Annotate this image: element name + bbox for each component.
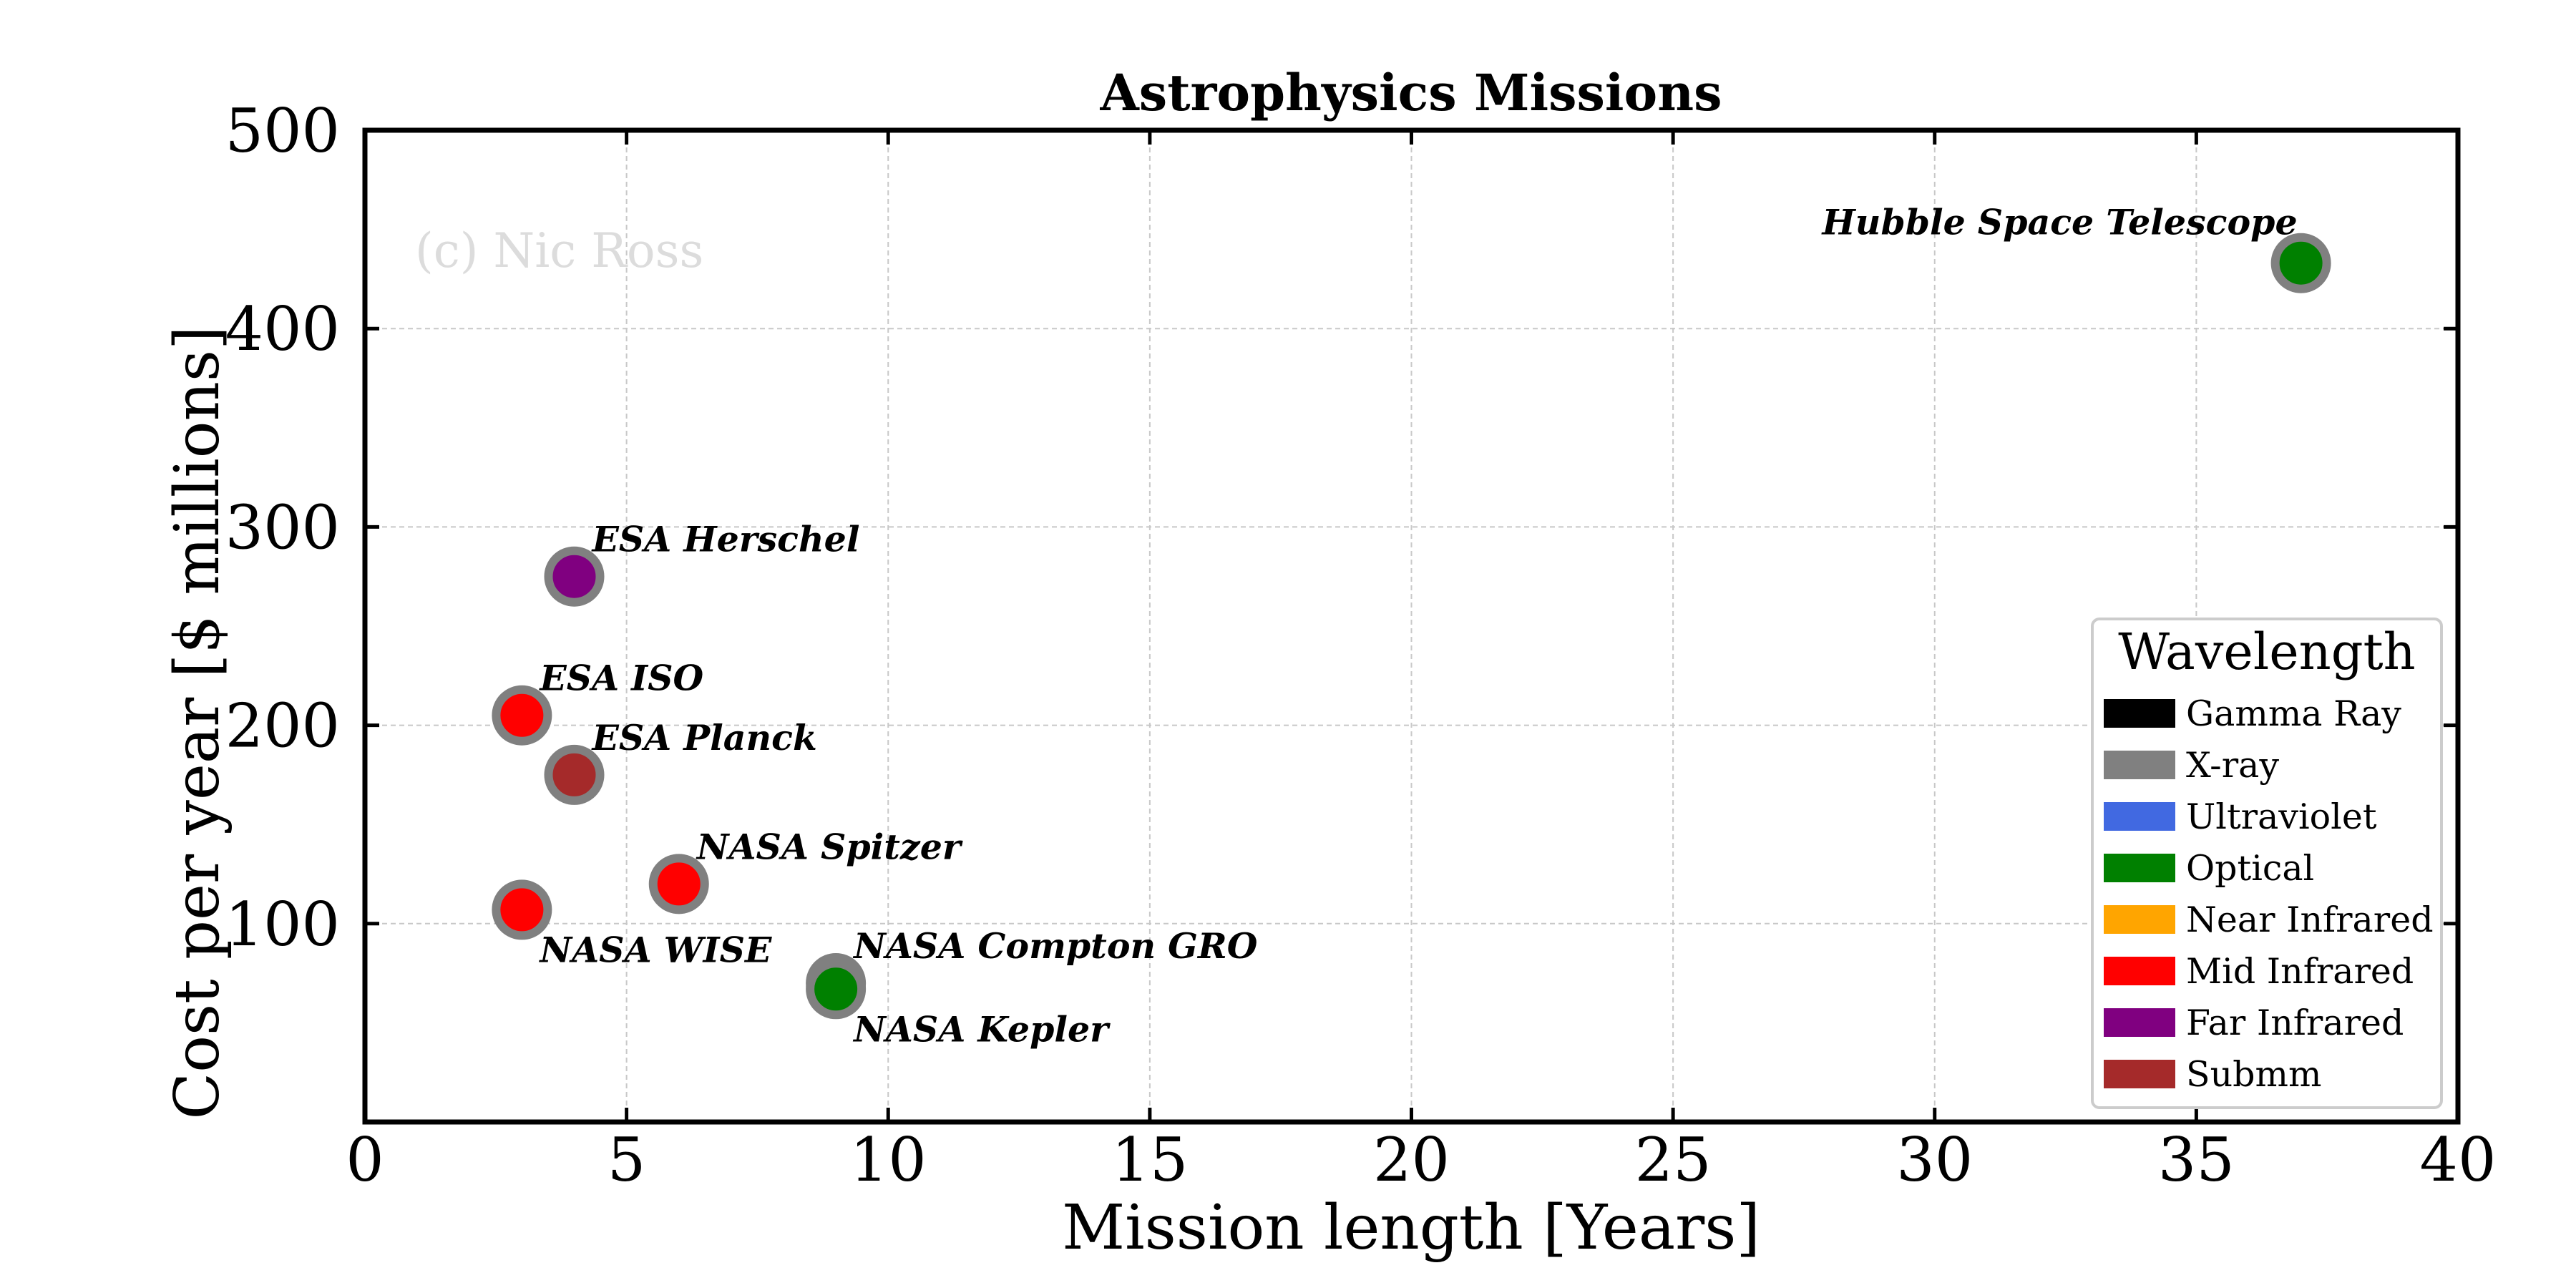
y-tick-label: 100 — [225, 889, 340, 960]
data-point — [648, 854, 709, 914]
y-tick-label: 400 — [225, 294, 340, 364]
data-point — [2270, 233, 2331, 293]
point-label: NASA Spitzer — [696, 826, 963, 867]
legend-swatch — [2104, 854, 2175, 882]
legend-swatch — [2104, 802, 2175, 831]
data-point — [544, 744, 605, 805]
legend-title: Wavelength — [2118, 623, 2416, 681]
point-label: NASA Kepler — [852, 1008, 1111, 1050]
plot-frame — [362, 127, 2461, 1125]
x-tick-label: 25 — [1635, 1125, 1712, 1195]
legend-entry-label: X-ray — [2186, 745, 2279, 786]
x-tick-label: 0 — [346, 1125, 384, 1195]
x-tick-label: 30 — [1896, 1125, 1973, 1195]
legend-entries: Gamma Ray X-ray Ultraviolet Optical Near Inf… — [2104, 693, 2434, 1095]
point-label: NASA Compton GRO — [852, 925, 1258, 967]
x-tick-label: 5 — [608, 1125, 645, 1195]
x-tick-label: 35 — [2158, 1125, 2235, 1195]
legend-swatch — [2104, 699, 2175, 728]
point-label: ESA ISO — [538, 658, 703, 699]
legend-entry-label: Far Infrared — [2186, 1002, 2404, 1043]
data-point — [544, 546, 605, 607]
point-label: ESA Planck — [591, 717, 817, 758]
legend: Wavelength Gamma Ray X-ray Ultraviolet Opti… — [2091, 618, 2443, 1109]
legend-swatch — [2104, 905, 2175, 934]
point-annotations: Hubble Space Telescope ESA Herschel ESA IS… — [538, 202, 2297, 1050]
y-tick-label: 300 — [225, 492, 340, 562]
data-point — [492, 685, 552, 746]
y-tick-label: 200 — [225, 691, 340, 761]
chart-title: Astrophysics Missions — [1099, 63, 1722, 122]
watermark-text: (c) Nic Ross — [415, 223, 703, 278]
y-axis-label: Cost per year [$ millions] — [162, 326, 233, 1119]
y-tick-label: 500 — [225, 96, 340, 166]
legend-swatch — [2104, 1008, 2175, 1037]
legend-swatch — [2104, 957, 2175, 985]
legend-entry-label: Gamma Ray — [2186, 693, 2401, 734]
legend-entry-label: Mid Infrared — [2186, 951, 2414, 992]
point-label: ESA Herschel — [591, 519, 860, 560]
x-tick-label: 20 — [1373, 1125, 1450, 1195]
data-point — [806, 959, 867, 1020]
x-tick-label: 15 — [1111, 1125, 1188, 1195]
x-tick-label: 10 — [850, 1125, 927, 1195]
point-label: Hubble Space Telescope — [1821, 202, 2298, 243]
legend-entry-label: Submm — [2186, 1054, 2321, 1095]
x-tick-label: 40 — [2420, 1125, 2497, 1195]
legend-entry-label: Ultraviolet — [2186, 796, 2377, 837]
legend-entry-label: Optical — [2186, 848, 2314, 889]
axis-ticks: 0 5 10 15 20 25 30 35 40 100 200 300 400 500 — [225, 96, 2497, 1195]
legend-swatch — [2104, 751, 2175, 779]
legend-box — [2091, 618, 2443, 1109]
legend-swatch — [2104, 1060, 2175, 1088]
point-label: NASA WISE — [538, 929, 772, 970]
legend-entry-label: Near Infrared — [2186, 899, 2434, 940]
data-point — [492, 879, 552, 940]
x-axis-label: Mission length [Years] — [1062, 1192, 1760, 1264]
data-points — [492, 233, 2331, 1020]
